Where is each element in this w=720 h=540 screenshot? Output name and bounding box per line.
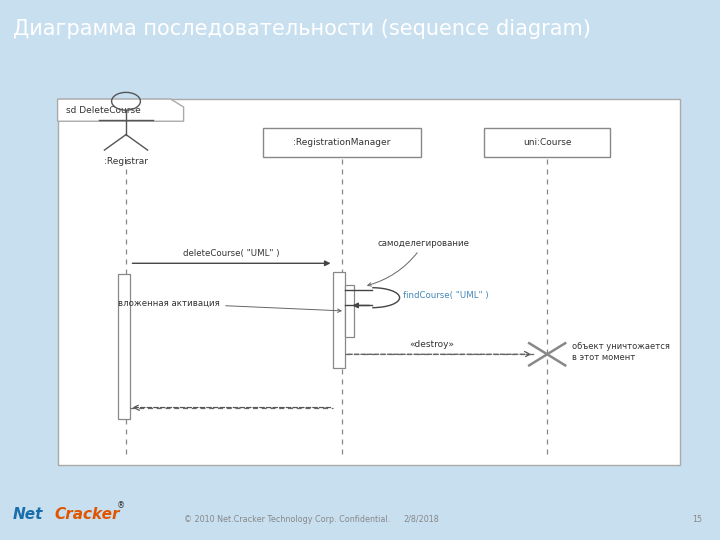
Text: самоделегирование: самоделегирование bbox=[368, 239, 470, 286]
Text: Диаграмма последовательности (sequence diagram): Диаграмма последовательности (sequence d… bbox=[13, 19, 591, 39]
Text: sd DeleteCourse: sd DeleteCourse bbox=[66, 106, 141, 114]
Text: :Registrar: :Registrar bbox=[104, 157, 148, 166]
Bar bbox=[345, 286, 354, 336]
Bar bbox=[263, 128, 421, 157]
Text: вложенная активация: вложенная активация bbox=[118, 299, 341, 313]
Text: :RegistrationManager: :RegistrationManager bbox=[293, 138, 391, 147]
Bar bbox=[484, 128, 610, 157]
Polygon shape bbox=[58, 99, 184, 122]
Text: Cracker: Cracker bbox=[55, 507, 120, 522]
Text: 2/8/2018: 2/8/2018 bbox=[403, 515, 439, 524]
Bar bbox=[58, 99, 680, 465]
Text: uni:Course: uni:Course bbox=[523, 138, 572, 147]
Text: deleteCourse( "UML" ): deleteCourse( "UML" ) bbox=[183, 249, 280, 258]
Text: объект уничтожается
в этот момент: объект уничтожается в этот момент bbox=[572, 342, 670, 362]
Text: «destroy»: «destroy» bbox=[409, 340, 454, 349]
Bar bbox=[118, 274, 130, 418]
Bar bbox=[333, 272, 345, 368]
Text: © 2010 Net.Cracker Technology Corp. Confidential.: © 2010 Net.Cracker Technology Corp. Conf… bbox=[184, 515, 390, 524]
Text: findCourse( "UML" ): findCourse( "UML" ) bbox=[403, 291, 489, 300]
Text: ®: ® bbox=[117, 501, 125, 510]
Text: 15: 15 bbox=[692, 515, 702, 524]
Text: Net: Net bbox=[13, 507, 43, 522]
